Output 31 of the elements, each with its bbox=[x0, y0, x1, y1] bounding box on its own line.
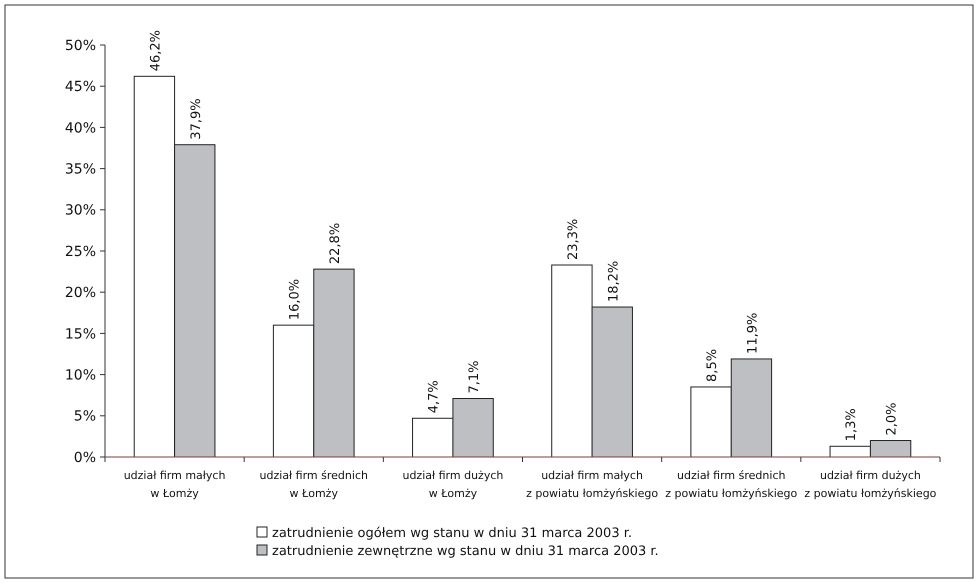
data-label: 16,0% bbox=[288, 278, 303, 320]
data-label: 8,5% bbox=[705, 348, 720, 382]
x-tick-label: udział firm średnich z powiatu łomżyńskiego bbox=[665, 469, 798, 500]
data-label: 18,2% bbox=[606, 260, 622, 302]
data-label: 22,8% bbox=[328, 222, 343, 264]
y-tick-label: 35% bbox=[64, 162, 96, 178]
data-label: 1,3% bbox=[844, 408, 860, 442]
y-tick-label: 5% bbox=[74, 408, 96, 425]
data-label: 23,3% bbox=[566, 218, 581, 260]
data-label: 11,9% bbox=[745, 312, 760, 354]
x-tick-label: udział firm małych z powiatu łomżyńskiego bbox=[526, 469, 658, 500]
data-label: 4,7% bbox=[426, 380, 442, 414]
data-label: 37,9% bbox=[188, 98, 204, 140]
legend-label: zatrudnienie ogółem wg stanu w dniu 31 marca 2003 r. bbox=[272, 526, 632, 541]
x-tick-label: udział firm średnich w Łomży bbox=[260, 469, 368, 500]
x-tick-label: udział firm małych w Łomży bbox=[124, 469, 226, 500]
y-tick-label: 45% bbox=[64, 79, 96, 96]
y-tick-label: 50% bbox=[64, 38, 96, 54]
y-tick-label: 20% bbox=[64, 285, 96, 302]
y-tick-label: 30% bbox=[64, 202, 96, 219]
legend-label: zatrudnienie zewnętrzne wg stanu w dniu 31 marca 2003 r. bbox=[272, 544, 659, 559]
y-tick-label: 15% bbox=[64, 326, 96, 342]
y-tick-label: 40% bbox=[64, 120, 96, 136]
data-label: 7,1% bbox=[467, 360, 482, 394]
y-tick-label: 10% bbox=[64, 368, 96, 384]
x-tick-label: udział firm dużych z powiatu łomżyńskiego bbox=[804, 469, 937, 500]
data-label: 2,0% bbox=[884, 402, 900, 436]
y-tick-label: 0% bbox=[74, 450, 96, 466]
x-tick-label: udział firm dużych w Łomży bbox=[402, 469, 504, 500]
y-tick-label: 25% bbox=[64, 244, 96, 260]
data-label: 46,2% bbox=[148, 30, 164, 72]
